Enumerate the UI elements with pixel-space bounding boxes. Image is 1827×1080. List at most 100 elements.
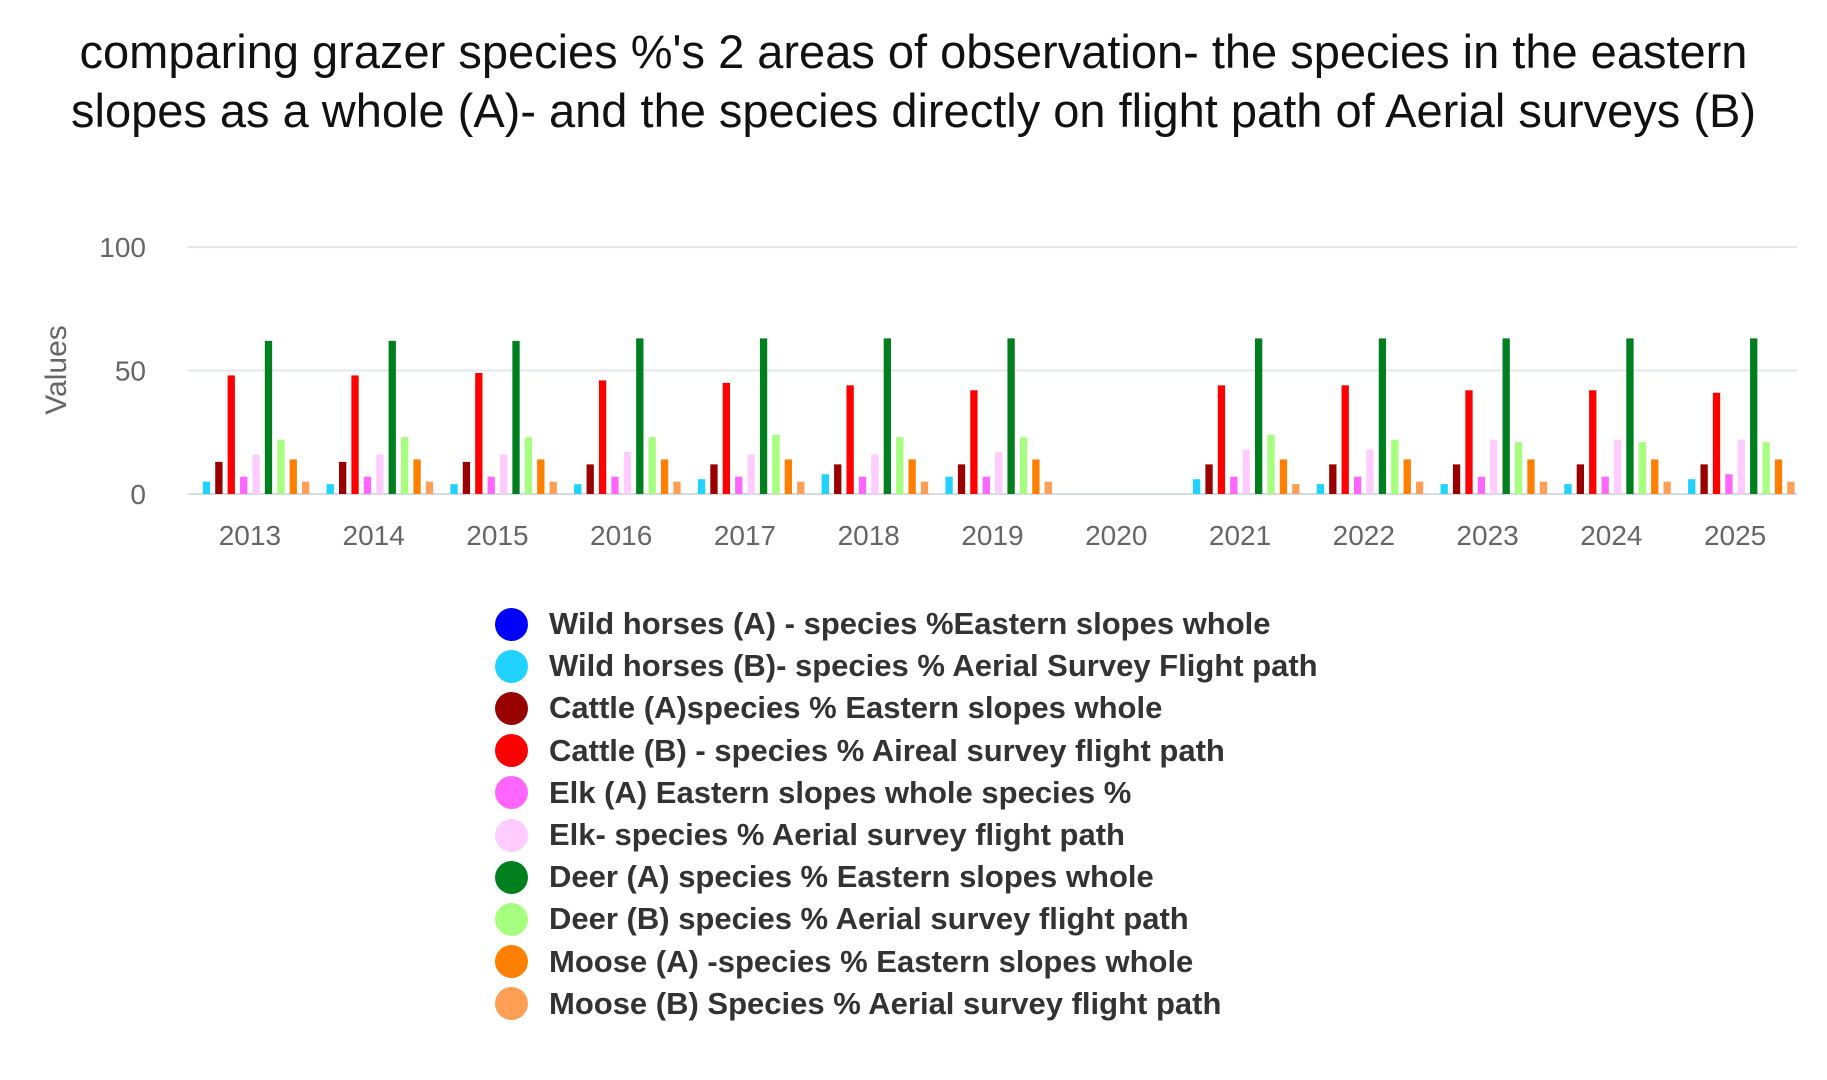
bar	[499, 454, 508, 494]
legend-item[interactable]: Moose (B) Species % Aerial survey flight…	[495, 983, 1318, 1025]
bar	[1341, 385, 1349, 494]
bar	[896, 437, 904, 494]
bar	[747, 454, 755, 494]
legend-label: Cattle (B) - species % Aireal survey fli…	[549, 732, 1225, 768]
legend-swatch	[495, 860, 528, 894]
bar	[1316, 484, 1325, 494]
bar	[1366, 449, 1374, 494]
legend-item[interactable]: Cattle (B) - species % Aireal survey fli…	[495, 730, 1318, 772]
x-tick-label: 2022	[1333, 520, 1395, 551]
bar	[1737, 439, 1745, 494]
bar	[487, 476, 495, 494]
legend-swatch	[495, 649, 528, 683]
bar	[475, 372, 483, 494]
bar	[945, 476, 953, 494]
bar	[524, 437, 533, 494]
bar	[673, 481, 681, 494]
legend-item[interactable]: Cattle (A)species % Eastern slopes whole	[495, 687, 1318, 729]
bar	[388, 340, 396, 494]
x-tick-label: 2014	[343, 520, 405, 551]
y-tick-label: 0	[130, 479, 146, 510]
legend-swatch	[495, 818, 528, 852]
bar	[1205, 464, 1213, 494]
bar	[1490, 439, 1498, 494]
bar	[598, 380, 607, 494]
bar	[1663, 481, 1671, 494]
bar	[202, 481, 211, 494]
bar	[586, 464, 594, 494]
bar	[215, 461, 223, 494]
bar	[462, 461, 471, 494]
bar	[611, 476, 619, 494]
bar	[1242, 449, 1250, 494]
bar	[908, 459, 916, 494]
bar	[1589, 390, 1597, 494]
bar	[1539, 481, 1548, 494]
bar	[920, 481, 929, 494]
bar	[970, 390, 978, 494]
bar	[376, 454, 384, 494]
legend-swatch	[495, 776, 528, 810]
bar	[289, 459, 297, 494]
legend-label: Deer (B) species % Aerial survey flight …	[549, 901, 1189, 937]
bar	[363, 476, 372, 494]
bar	[759, 338, 768, 494]
bar	[1279, 459, 1288, 494]
bar	[512, 340, 520, 494]
chart-title: comparing grazer species %'s 2 areas of …	[71, 25, 1756, 137]
bar	[227, 375, 235, 494]
legend-item[interactable]: Wild horses (B)- species % Aerial Survey…	[495, 645, 1318, 687]
bar	[277, 439, 285, 494]
chart-plot-area: 0 50 100 2013 2014 2015 2016 2017 2018 2019 2020 20…	[40, 232, 1797, 551]
bar	[1651, 459, 1659, 494]
legend-swatch	[495, 691, 528, 725]
bar	[784, 459, 793, 494]
x-tick-label: 2017	[714, 520, 776, 551]
legend-item[interactable]: Elk- species % Aerial survey flight path	[495, 814, 1318, 856]
bar	[1019, 437, 1028, 494]
bar	[834, 464, 842, 494]
bar	[264, 340, 273, 494]
bar	[722, 382, 731, 494]
bar	[871, 454, 879, 494]
legend-swatch	[495, 945, 528, 979]
bar	[1217, 385, 1226, 494]
x-tick-label: 2024	[1580, 520, 1642, 551]
legend-item[interactable]: Deer (A) species % Eastern slopes whole	[495, 856, 1318, 898]
bar	[1267, 434, 1275, 494]
bar	[450, 484, 458, 494]
bar	[1564, 484, 1572, 494]
x-tick-label: 2018	[838, 520, 900, 551]
bar	[1527, 459, 1535, 494]
bar	[1477, 476, 1486, 494]
x-tick-label: 2015	[466, 520, 528, 551]
bar	[660, 459, 669, 494]
legend-item[interactable]: Elk (A) Eastern slopes whole species %	[495, 772, 1318, 814]
bar	[1353, 476, 1362, 494]
bar	[326, 484, 334, 494]
legend-item[interactable]: Moose (A) -species % Eastern slopes whol…	[495, 941, 1318, 983]
y-tick-label: 100	[99, 232, 146, 263]
bar	[1725, 474, 1733, 494]
legend-label: Deer (A) species % Eastern slopes whole	[549, 859, 1154, 895]
bar	[549, 481, 557, 494]
bar	[252, 454, 260, 494]
bar	[1192, 479, 1201, 494]
legend-item[interactable]: Deer (B) species % Aerial survey flight …	[495, 898, 1318, 940]
legend-item[interactable]: Wild horses (A) - species %Eastern slope…	[495, 603, 1318, 645]
bar	[846, 385, 854, 494]
bar	[1230, 476, 1238, 494]
bar	[858, 476, 867, 494]
bar	[697, 479, 706, 494]
bar	[1378, 338, 1387, 494]
bar	[339, 461, 347, 494]
bar	[883, 338, 891, 494]
bar	[1403, 459, 1411, 494]
bar	[401, 437, 409, 494]
legend: Wild horses (A) - species %Eastern slope…	[495, 603, 1318, 1025]
legend-swatch	[495, 902, 528, 936]
x-tick-label: 2019	[961, 520, 1023, 551]
bar	[623, 452, 632, 494]
bar	[1007, 338, 1015, 494]
bar	[351, 375, 359, 494]
